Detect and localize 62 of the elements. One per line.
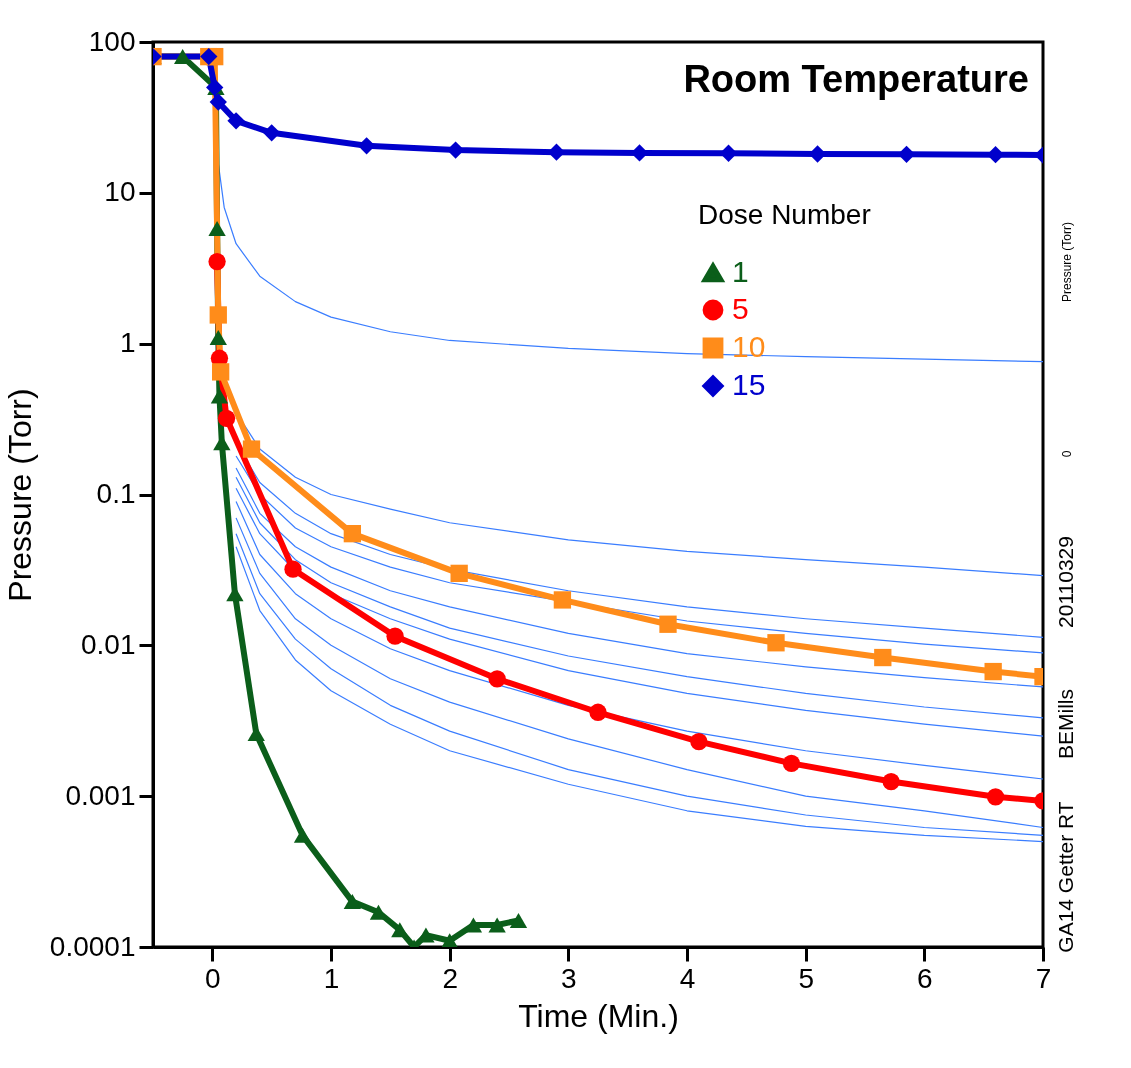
y-tick-label: 0.001 [65, 779, 136, 811]
line-series [235, 500, 1043, 780]
point [767, 634, 785, 652]
point [293, 827, 312, 843]
point [209, 306, 227, 324]
point [211, 363, 230, 381]
y-tick-label: 100 [88, 25, 136, 57]
chart-title: Room Temperature [683, 58, 1029, 100]
point [488, 670, 506, 688]
point [284, 560, 302, 578]
legend-label: 15 [732, 368, 766, 401]
text: GA14 Getter RT [1054, 801, 1077, 953]
point [227, 112, 245, 130]
point [450, 564, 468, 583]
x-axis-title: Time (Min.) [518, 997, 679, 1034]
point [391, 922, 409, 938]
point [589, 703, 607, 721]
point [386, 627, 404, 645]
point [690, 732, 708, 751]
point [209, 93, 227, 111]
text: Pressure (Torr) [1060, 221, 1074, 303]
legend-label: 1 [732, 255, 749, 288]
y-tick-label: 10 [104, 176, 136, 208]
point [210, 388, 229, 404]
point [217, 409, 236, 427]
legend-title: Dose Number [698, 199, 871, 230]
point [488, 917, 506, 933]
point [874, 648, 892, 667]
point [208, 252, 226, 271]
point [659, 615, 677, 633]
x-tick-label: 2 [442, 962, 458, 994]
point [882, 772, 900, 791]
y-tick-label: 0.0001 [49, 930, 136, 962]
x-tick-label: 0 [205, 962, 221, 994]
x-tick-label: 5 [798, 962, 814, 994]
point [343, 894, 362, 910]
point [984, 662, 1002, 681]
point [553, 591, 572, 609]
text: 0 [1060, 450, 1074, 458]
line-series [235, 467, 1043, 688]
point [441, 933, 459, 947]
x-tick-label: 7 [1035, 962, 1052, 994]
point [782, 754, 801, 773]
legend-label: 5 [732, 292, 749, 325]
point [509, 912, 528, 928]
point [208, 221, 226, 237]
point [343, 525, 362, 543]
text: 20110329 [1054, 536, 1077, 628]
point [986, 788, 1005, 806]
x-tick-label: 3 [561, 962, 577, 994]
point [242, 440, 261, 458]
y-tick-label: 0.1 [96, 478, 136, 509]
y-tick-label: 1 [119, 327, 136, 359]
x-tick-label: 1 [323, 962, 340, 994]
legend-label: 10 [732, 330, 766, 363]
text: BEMills [1054, 688, 1077, 760]
x-tick-label: 4 [679, 962, 696, 994]
y-axis-title: Pressure (Torr) [1, 388, 38, 602]
point [263, 124, 281, 142]
x-tick-label: 6 [917, 962, 933, 994]
y-tick-label: 0.01 [81, 628, 136, 660]
point [209, 329, 227, 345]
